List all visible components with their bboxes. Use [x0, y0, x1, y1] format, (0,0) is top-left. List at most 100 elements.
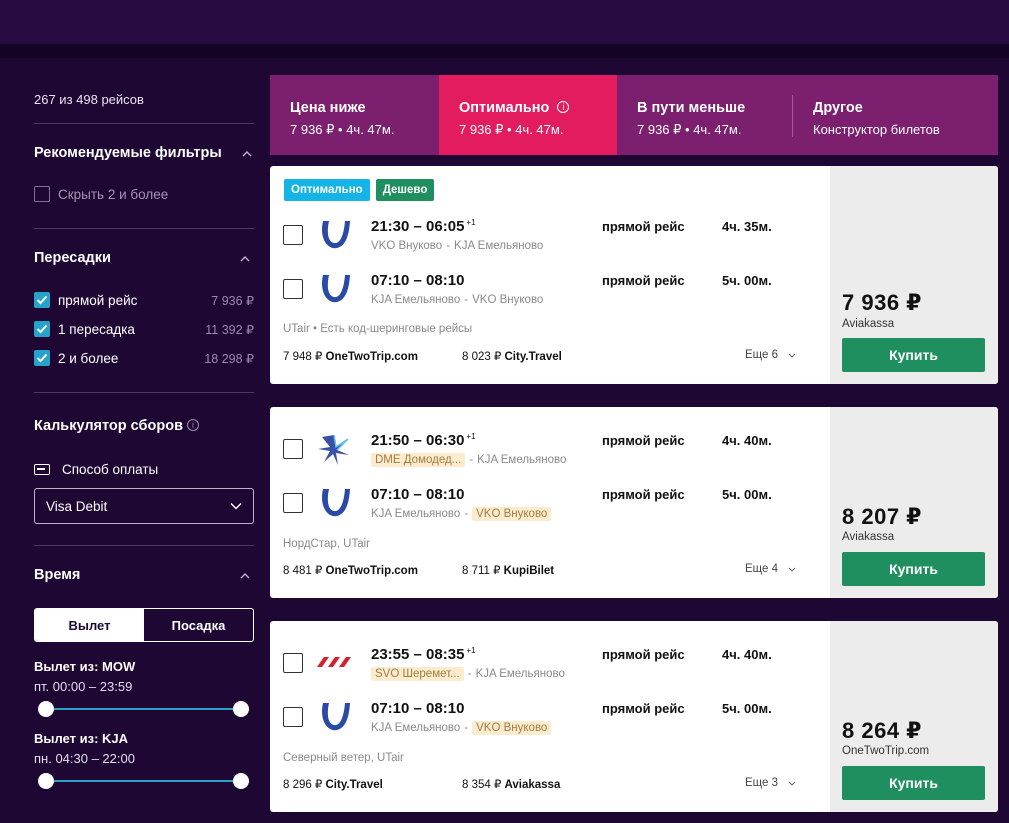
ticket-price: 7 936 ₽: [842, 290, 922, 315]
airport-separator: -: [464, 508, 469, 520]
flight-card[interactable]: Оптимально Дешево 21:30 – 06:05 +1 VKO Вн…: [270, 166, 998, 384]
chevron-up-icon[interactable]: [242, 149, 252, 159]
leg-time: 23:55 – 08:35: [371, 646, 465, 663]
leg-times: 07:10 – 08:10: [371, 486, 464, 503]
offer-price: 8 354 ₽: [462, 779, 502, 791]
utair-logo-icon: [314, 215, 354, 255]
filter-price: 7 936 ₽: [211, 293, 254, 308]
more-offers-button[interactable]: Еще 4: [745, 563, 796, 575]
checkbox-checked[interactable]: [34, 321, 50, 337]
offer-link[interactable]: 8 023 ₽ City.Travel: [462, 349, 562, 363]
chevron-up-icon[interactable]: [240, 571, 250, 581]
stops-title[interactable]: Пересадки: [34, 250, 111, 266]
seller-name: Aviakassa: [842, 318, 895, 330]
divider: [34, 123, 254, 124]
flight-card[interactable]: 21:50 – 06:30 +1 DME Домодед... - KJA Еме…: [270, 407, 998, 598]
nordstar-logo-icon: [314, 429, 354, 469]
tab-subtitle: 7 936 ₽ • 4ч. 47м.: [459, 122, 564, 137]
time-range-slider[interactable]: [38, 701, 249, 717]
checkbox-checked[interactable]: [34, 350, 50, 366]
stops-filter-direct[interactable]: прямой рейс 7 936 ₽: [34, 290, 254, 310]
divider: [34, 228, 254, 229]
filter-label: 2 и более: [58, 350, 119, 366]
slider-handle-start[interactable]: [38, 701, 54, 717]
toggle-land[interactable]: Посадка: [171, 617, 226, 633]
info-icon[interactable]: i: [557, 101, 570, 113]
buy-button[interactable]: Купить: [842, 552, 985, 586]
more-offers-button[interactable]: Еще 6: [745, 349, 796, 361]
tab-title-text: Оптимально: [459, 100, 550, 116]
next-day-marker: +1: [466, 432, 476, 441]
offer-site: OneTwoTrip.com: [325, 565, 418, 577]
destination-airport: KJA Емельяново: [477, 454, 567, 466]
buy-button[interactable]: Купить: [842, 766, 985, 800]
fee-calculator-label: Калькулятор сборов: [34, 418, 183, 434]
duration: 4ч. 40м.: [722, 647, 772, 662]
stops-type: прямой рейс: [602, 647, 685, 662]
offer-link[interactable]: 8 481 ₽ OneTwoTrip.com: [283, 563, 418, 577]
offer-link[interactable]: 8 296 ₽ City.Travel: [283, 777, 383, 791]
offer-link[interactable]: 8 354 ₽ Aviakassa: [462, 777, 560, 791]
leg-checkbox[interactable]: [283, 279, 303, 299]
range-title: Вылет из: MOW: [34, 659, 136, 674]
leg-checkbox[interactable]: [283, 493, 303, 513]
slider-handle-end[interactable]: [233, 773, 249, 789]
time-title[interactable]: Время: [34, 567, 81, 583]
airport-separator: -: [469, 454, 474, 466]
offer-price: 7 948 ₽: [283, 351, 323, 363]
filter-price: 11 392 ₽: [205, 322, 254, 337]
info-icon[interactable]: i: [187, 419, 199, 431]
stops-type: прямой рейс: [602, 433, 685, 448]
tab-other[interactable]: Другое Конструктор билетов: [793, 75, 993, 155]
payment-method-label: Способ оплаты: [62, 462, 159, 477]
seller-name: Aviakassa: [842, 531, 895, 543]
carrier-info: Северный ветер, UTair: [283, 752, 404, 764]
payment-method-select[interactable]: Visa Debit: [34, 488, 254, 524]
chevron-up-icon[interactable]: [240, 254, 250, 264]
leg-times: 07:10 – 08:10: [371, 700, 464, 717]
stops-filter-two-plus[interactable]: 2 и более 18 298 ₽: [34, 348, 254, 368]
offer-link[interactable]: 7 948 ₽ OneTwoTrip.com: [283, 349, 418, 363]
more-offers-label: Еще 4: [745, 563, 778, 575]
hide-2-plus-filter[interactable]: Скрыть 2 и более: [34, 184, 254, 204]
chevron-down-icon: [788, 567, 796, 572]
ticket-price: 8 264 ₽: [842, 718, 922, 743]
offer-link[interactable]: 8 711 ₽ KupiBilet: [462, 563, 554, 577]
tab-subtitle: 7 936 ₽ • 4ч. 47м.: [637, 122, 742, 137]
leg-time: 21:50 – 06:30: [371, 432, 465, 449]
divider: [34, 392, 254, 393]
leg-time: 07:10 – 08:10: [371, 486, 465, 503]
carrier-info: НордСтар, UTair: [283, 538, 371, 550]
origin-airport-highlighted: SVO Шеремет...: [371, 667, 464, 681]
checkbox-checked[interactable]: [34, 292, 50, 308]
duration: 4ч. 35м.: [722, 219, 772, 234]
leg-checkbox[interactable]: [283, 439, 303, 459]
fee-calculator-title: Калькулятор сборов i: [34, 418, 199, 434]
checkbox[interactable]: [34, 186, 50, 202]
time-range-slider[interactable]: [38, 773, 249, 789]
tab-cheapest[interactable]: Цена ниже 7 936 ₽ • 4ч. 47м.: [270, 75, 439, 155]
stops-filter-one[interactable]: 1 пересадка 11 392 ₽: [34, 319, 254, 339]
duration: 5ч. 00м.: [722, 273, 772, 288]
buy-button[interactable]: Купить: [842, 338, 985, 372]
destination-airport-highlighted: VKO Внуково: [472, 507, 552, 521]
leg-checkbox[interactable]: [283, 653, 303, 673]
more-offers-button[interactable]: Еще 3: [745, 777, 796, 789]
stops-type: прямой рейс: [602, 273, 685, 288]
leg-checkbox[interactable]: [283, 225, 303, 245]
leg-time: 07:10 – 08:10: [371, 700, 465, 717]
tab-optimal[interactable]: Оптимально i 7 936 ₽ • 4ч. 47м.: [439, 75, 617, 155]
slider-handle-end[interactable]: [233, 701, 249, 717]
flight-card[interactable]: 23:55 – 08:35 +1 SVO Шеремет... - KJA Еме…: [270, 621, 998, 812]
leg-checkbox[interactable]: [283, 707, 303, 727]
recommended-filters-title[interactable]: Рекомендуемые фильтры: [34, 145, 222, 161]
slider-handle-start[interactable]: [38, 773, 54, 789]
destination-airport-highlighted: VKO Внуково: [472, 721, 552, 735]
tab-fastest[interactable]: В пути меньше 7 936 ₽ • 4ч. 47м.: [617, 75, 792, 155]
toggle-depart[interactable]: Вылет: [35, 609, 144, 641]
range-title: Вылет из: KJA: [34, 731, 129, 746]
offer-site: OneTwoTrip.com: [325, 351, 418, 363]
origin-airport: KJA Емельяново: [371, 294, 461, 306]
airport-separator: -: [446, 240, 451, 252]
leg-airports: KJA Емельяново - VKO Внуково: [371, 507, 552, 521]
